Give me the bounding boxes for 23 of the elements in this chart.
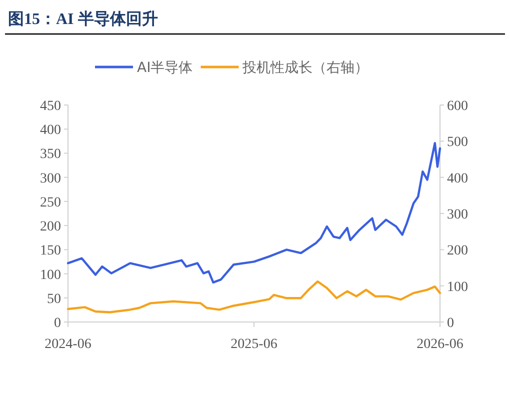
x-tick-label: 2025-06 — [230, 337, 278, 352]
y-tick-label: 350 — [40, 147, 61, 162]
chart-title: 图15：AI 半导体回升 — [8, 10, 158, 28]
y2-tick-label: 200 — [447, 244, 468, 259]
y2-tick-label: 300 — [447, 208, 468, 222]
y2-tick-label: 100 — [447, 280, 468, 295]
y2-tick-label: 500 — [447, 135, 468, 150]
y-tick-label: 400 — [40, 123, 61, 138]
y-tick-label: 100 — [40, 268, 61, 283]
y-tick-label: 450 — [40, 99, 61, 114]
y-tick-label: 0 — [54, 316, 61, 331]
y-tick-label: 250 — [40, 195, 61, 210]
legend-label: AI半导体 — [137, 60, 193, 76]
x-tick-label: 2024-06 — [44, 337, 92, 352]
y2-tick-label: 0 — [447, 316, 454, 331]
y-tick-label: 150 — [40, 244, 61, 259]
y2-tick-label: 400 — [447, 171, 468, 186]
y-tick-label: 300 — [40, 171, 61, 186]
x-tick-label: 2026-06 — [416, 337, 464, 352]
y-tick-label: 200 — [40, 220, 61, 235]
y-tick-label: 50 — [47, 292, 61, 307]
y2-tick-label: 600 — [447, 99, 468, 114]
legend-label: 投机性成长（右轴） — [242, 60, 369, 76]
